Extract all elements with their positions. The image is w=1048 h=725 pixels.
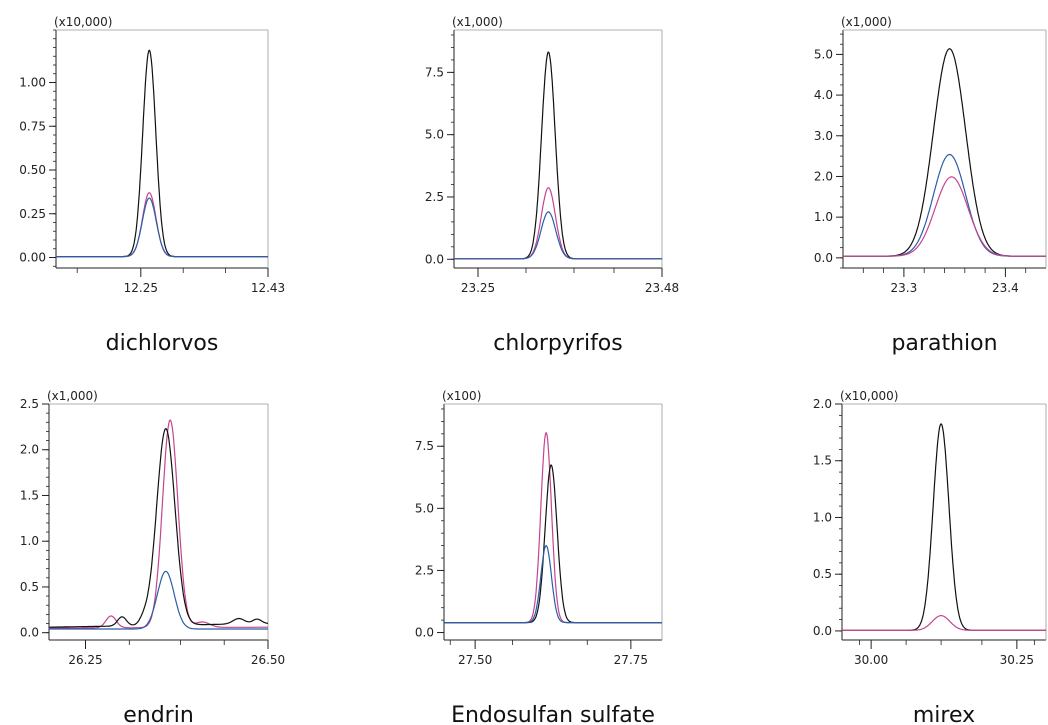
chromatogram-trace <box>49 570 268 630</box>
y-tick-label: 7.5 <box>425 65 444 79</box>
chromatogram-trace <box>444 544 662 624</box>
x-tick-label: 23.4 <box>992 281 1019 295</box>
y-tick-label: 0.5 <box>20 580 39 594</box>
x-tick-label: 27.75 <box>614 653 648 667</box>
chromatogram-trace <box>56 197 268 258</box>
x-tick-label: 30.00 <box>854 653 888 667</box>
x-tick-label: 27.50 <box>458 653 492 667</box>
chromatogram-trace <box>444 432 662 624</box>
y-tick-label: 2.0 <box>814 169 833 183</box>
y-tick-label: 1.5 <box>20 488 39 502</box>
chromatogram-panel: (x10,000) 0.00 0.25 0.50 0.75 1.00 12.25 12.43 d… <box>19 15 285 356</box>
y-multiplier-label: (x100) <box>442 389 481 403</box>
y-tick-label: 1.0 <box>814 210 833 224</box>
chromatogram-panel: (x1,000) 0.0 2.5 5.0 7.5 23.25 23.48 chlorpyrif… <box>425 15 679 356</box>
compound-name: chlorpyrifos <box>493 331 622 356</box>
y-multiplier-label: (x1,000) <box>47 389 98 403</box>
y-multiplier-label: (x1,000) <box>452 15 503 29</box>
y-tick-label: 0.5 <box>813 567 832 581</box>
x-tick-label: 26.25 <box>68 653 102 667</box>
compound-name: endrin <box>123 703 194 725</box>
y-tick-label: 0.00 <box>19 251 46 265</box>
x-tick-label: 12.43 <box>251 281 285 295</box>
y-tick-label: 5.0 <box>415 501 434 515</box>
compound-name: parathion <box>891 331 997 356</box>
y-tick-label: 2.5 <box>415 563 434 577</box>
chromatogram-panel: (x100) 0.0 2.5 5.0 7.5 27.50 27.75 Endosulfan s… <box>415 389 663 725</box>
x-tick-label: 26.50 <box>251 653 285 667</box>
y-tick-label: 0.0 <box>425 252 444 266</box>
chromatogram-trace <box>56 49 268 258</box>
compound-name: mirex <box>913 703 975 725</box>
chromatogram-panel: (x1,000) 0.0 0.5 1.0 1.5 2.0 2.5 26.25 26.50 endr… <box>20 389 285 725</box>
y-tick-label: 2.5 <box>20 397 39 411</box>
chromatogram-trace <box>842 48 1047 257</box>
y-tick-label: 5.0 <box>425 128 444 142</box>
y-tick-label: 0.0 <box>20 626 39 640</box>
chromatogram-trace <box>454 211 663 260</box>
x-tick-label: 23.3 <box>891 281 918 295</box>
x-tick-label: 12.25 <box>124 281 158 295</box>
y-tick-label: 2.5 <box>425 190 444 204</box>
chromatogram-trace <box>841 614 1047 632</box>
y-multiplier-label: (x10,000) <box>54 15 112 29</box>
y-tick-label: 2.0 <box>20 443 39 457</box>
compound-name: Endosulfan sulfate <box>451 703 655 725</box>
y-tick-label: 0.0 <box>813 624 832 638</box>
y-tick-label: 3.0 <box>814 129 833 143</box>
y-tick-label: 0.0 <box>415 626 434 640</box>
y-tick-label: 4.0 <box>814 88 833 102</box>
chromatogram-trace <box>49 428 268 628</box>
x-tick-label: 30.25 <box>1000 653 1034 667</box>
chromatogram-trace <box>49 419 268 629</box>
y-tick-label: 1.5 <box>813 454 832 468</box>
chromatogram-trace <box>842 153 1047 257</box>
y-tick-label: 0.25 <box>19 207 46 221</box>
x-tick-label: 23.48 <box>645 281 679 295</box>
chromatogram-panel: (x10,000) 0.0 0.5 1.0 1.5 2.0 30.00 30.25 mirex <box>813 389 1047 725</box>
y-tick-label: 1.00 <box>19 76 46 90</box>
chromatogram-trace <box>842 176 1047 257</box>
y-tick-label: 0.0 <box>814 251 833 265</box>
chromatogram-trace <box>454 187 663 260</box>
compound-name: dichlorvos <box>106 331 219 356</box>
y-tick-label: 0.50 <box>19 163 46 177</box>
y-tick-label: 1.0 <box>20 534 39 548</box>
y-tick-label: 2.0 <box>813 397 832 411</box>
y-tick-label: 5.0 <box>814 47 833 61</box>
y-tick-label: 1.0 <box>813 510 832 524</box>
chromatogram-trace <box>841 423 1047 632</box>
y-tick-label: 0.75 <box>19 119 46 133</box>
y-multiplier-label: (x1,000) <box>841 15 892 29</box>
x-tick-label: 23.25 <box>461 281 495 295</box>
y-tick-label: 7.5 <box>415 439 434 453</box>
chromatogram-panel: (x1,000) 0.0 1.0 2.0 3.0 4.0 5.0 23.3 23.4 parath… <box>814 15 1047 356</box>
y-multiplier-label: (x10,000) <box>840 389 898 403</box>
